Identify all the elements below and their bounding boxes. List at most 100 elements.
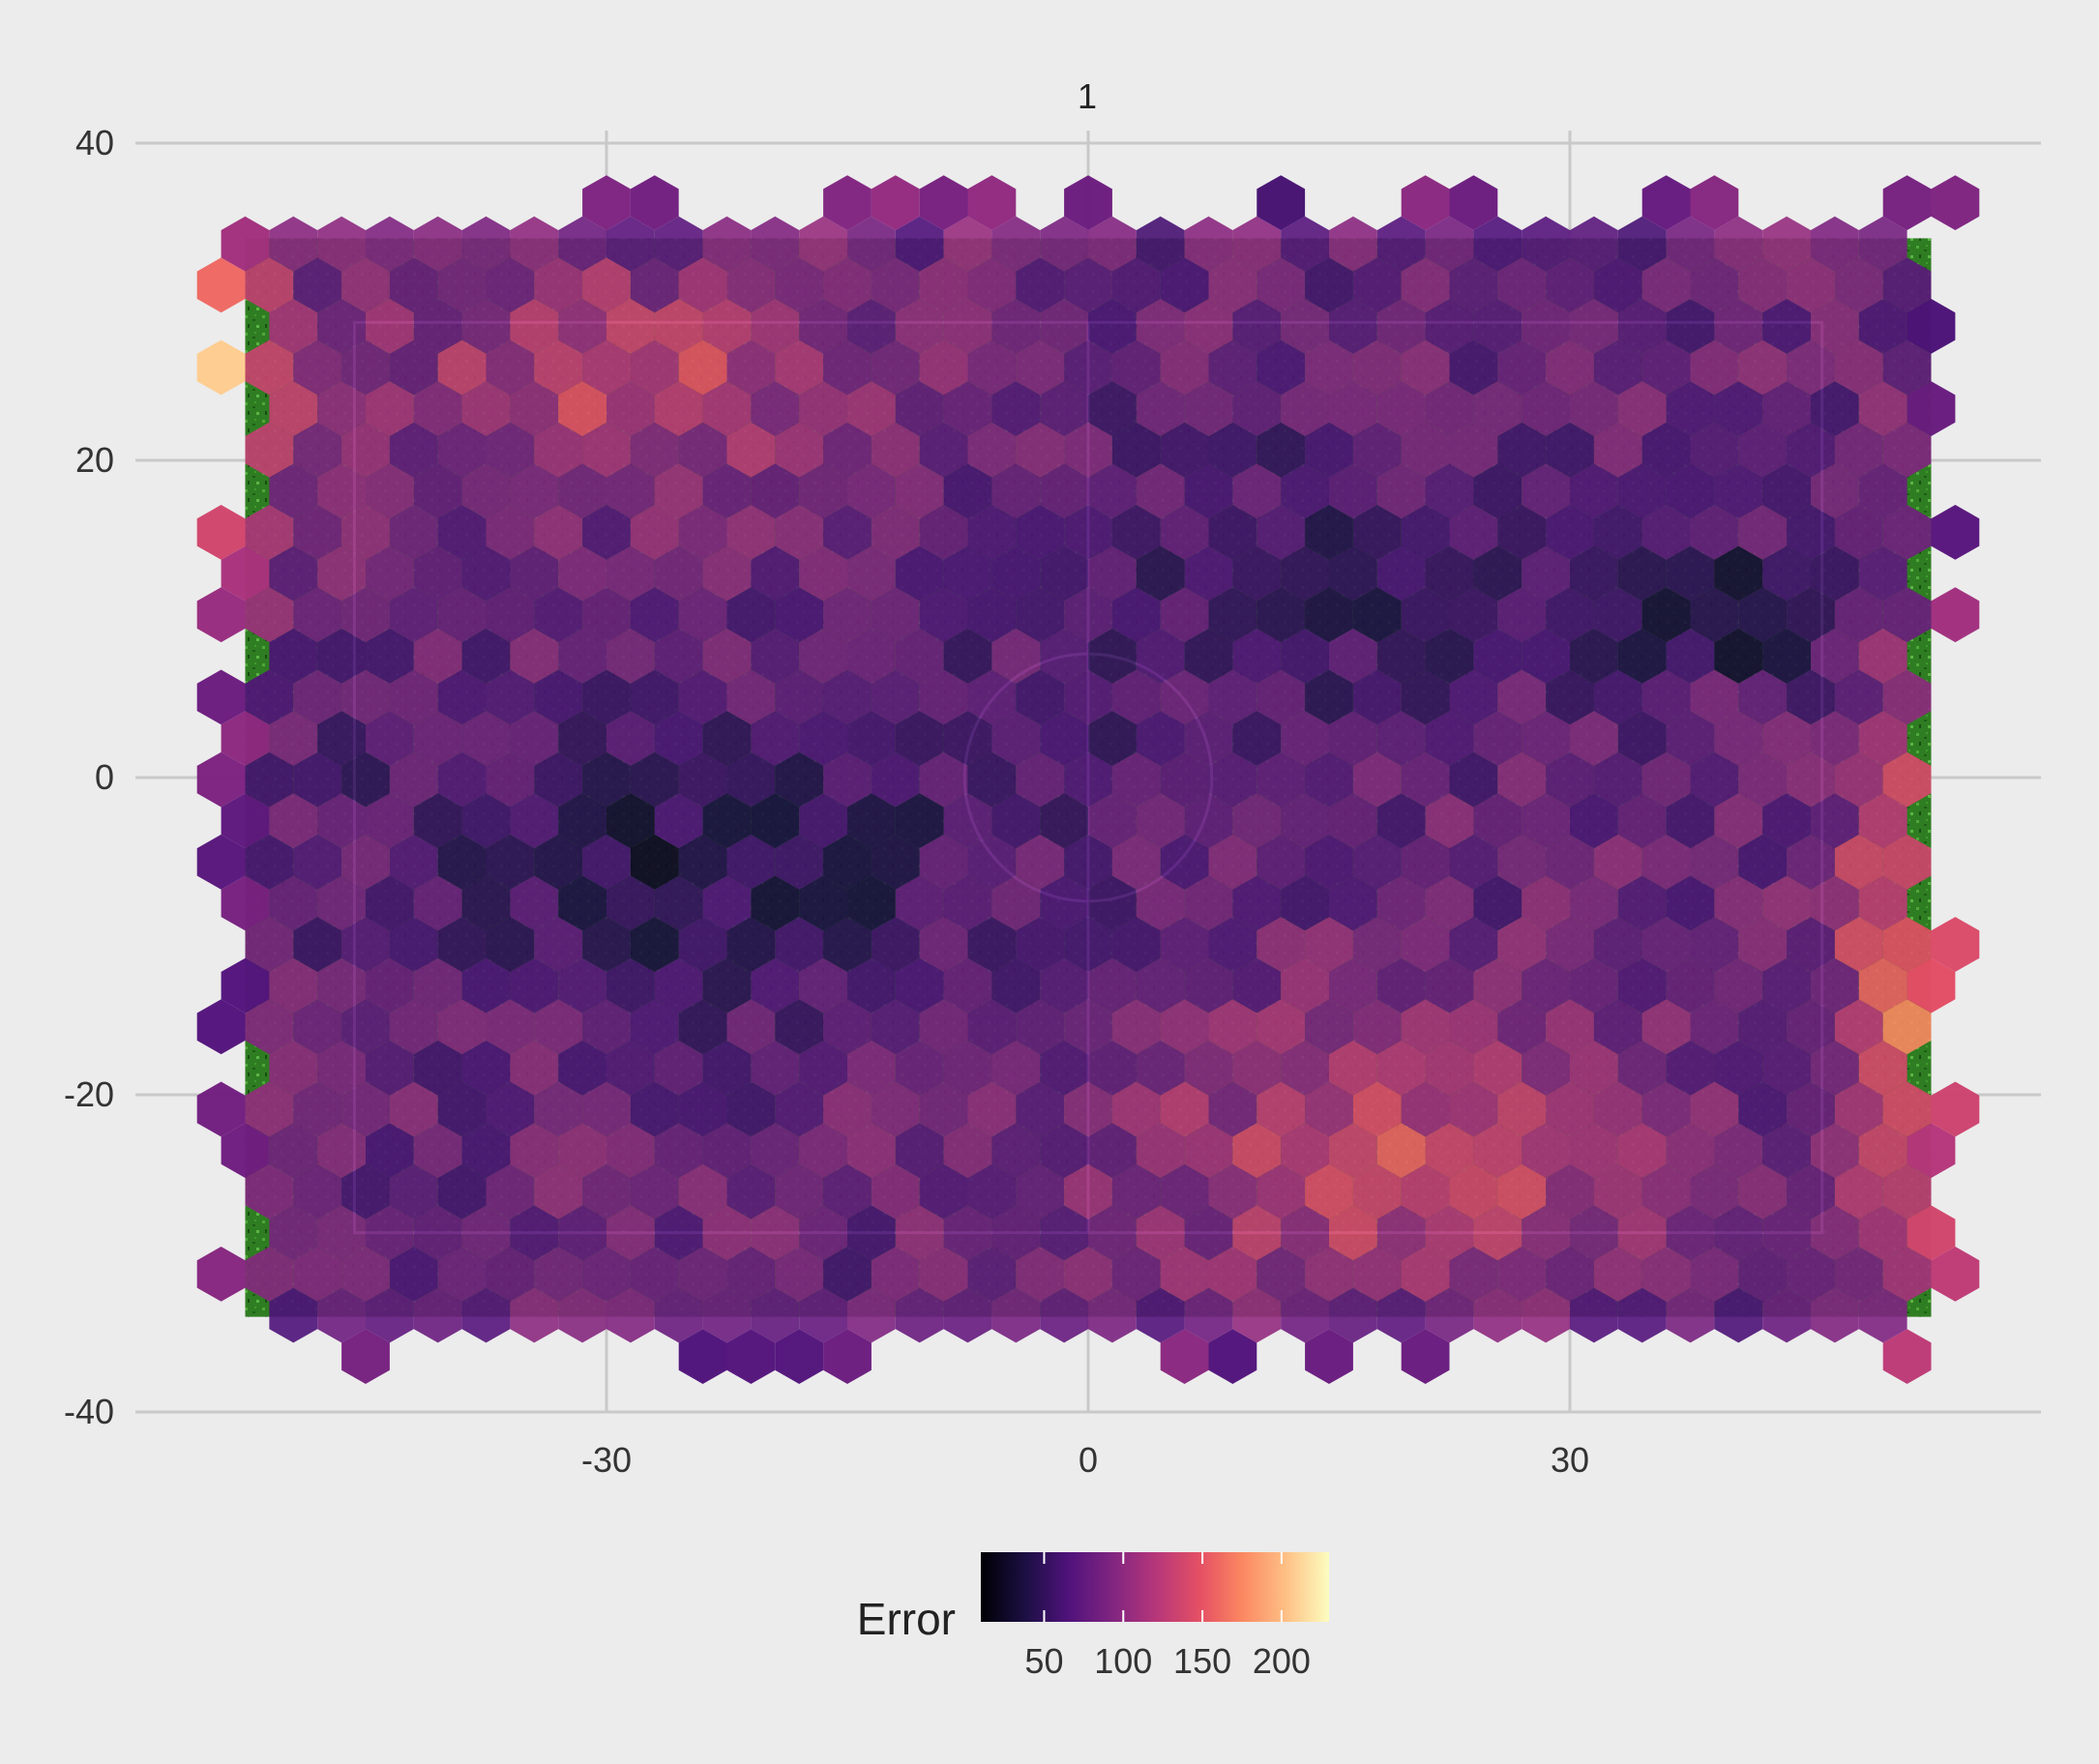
hex-bin: [895, 1123, 944, 1178]
hex-bin: [871, 1081, 920, 1137]
hex-bin: [341, 1081, 390, 1137]
hex-bin: [221, 957, 270, 1014]
hex-bin: [823, 422, 872, 478]
hex-bin: [1546, 422, 1594, 478]
hex-bin: [847, 216, 896, 272]
hex-bin: [582, 1247, 631, 1302]
hex-bin: [1787, 257, 1835, 313]
hex-bin: [1882, 669, 1932, 725]
hex-bin: [654, 1123, 703, 1178]
hex-bin: [871, 175, 920, 230]
hex-bin: [1497, 834, 1547, 890]
hex-bin: [1401, 1329, 1450, 1384]
hex-bin: [702, 216, 752, 272]
hex-bin: [726, 257, 776, 313]
hex-bin: [1714, 711, 1763, 766]
hex-bin: [1184, 299, 1233, 354]
hex-bin: [534, 999, 583, 1055]
hex-bin: [1931, 587, 1980, 643]
hex-bin: [1834, 1163, 1883, 1220]
hex-bin: [775, 422, 824, 478]
hex-bin: [823, 587, 872, 643]
hex-bin: [1714, 628, 1763, 684]
hex-bin: [1232, 711, 1282, 766]
hex-bin: [1425, 711, 1474, 766]
hex-bin: [1111, 422, 1161, 478]
hex-bin: [1208, 587, 1257, 643]
hex-bin: [1184, 711, 1233, 766]
hex-bin: [1088, 957, 1137, 1014]
hex-bin: [1208, 1247, 1257, 1302]
hex-bin: [919, 1081, 968, 1137]
hex-bin: [871, 1163, 920, 1220]
hex-bin: [702, 299, 752, 354]
hex-bin: [702, 793, 752, 849]
hex-bin: [1617, 628, 1667, 684]
hex-bin: [678, 1247, 727, 1302]
hex-bin: [1858, 299, 1907, 354]
hex-bin: [1376, 545, 1426, 602]
hex-bin: [1329, 1123, 1377, 1178]
hex-bin: [1305, 422, 1353, 478]
hex-bin: [991, 793, 1041, 849]
hex-bin: [389, 917, 438, 972]
hex-bin: [366, 545, 414, 602]
hex-bin: [341, 917, 390, 972]
hex-bin: [1376, 299, 1426, 354]
hex-bin: [678, 999, 727, 1055]
hex-bin: [1184, 1123, 1233, 1178]
hex-bin: [702, 957, 752, 1014]
hex-bin: [1473, 463, 1523, 519]
hex-bin: [293, 1163, 342, 1220]
hex-bin: [582, 1163, 631, 1220]
hex-bin: [1329, 545, 1377, 602]
hex-bin: [943, 299, 992, 354]
hex-bin: [895, 628, 944, 684]
hex-bin: [486, 339, 535, 396]
hex-bin: [1401, 917, 1450, 972]
hex-bin: [413, 381, 462, 436]
hex-bin: [413, 463, 462, 519]
hex-bin: [1931, 505, 1980, 560]
hex-bin: [1281, 711, 1329, 766]
hex-bin: [1401, 422, 1450, 478]
hex-bin: [293, 1247, 342, 1302]
legend-colorbar: [981, 1552, 1329, 1622]
hex-bin: [847, 381, 896, 436]
hex-bin: [196, 505, 246, 560]
hex-bin: [510, 299, 559, 354]
hex-bin: [486, 1081, 535, 1137]
hex-bin: [582, 175, 631, 230]
hex-bin: [919, 587, 968, 643]
hex-bin: [1281, 875, 1329, 931]
hex-bin: [558, 875, 606, 931]
hex-bin: [196, 587, 246, 643]
hex-bin: [1882, 339, 1932, 396]
hex-bin: [751, 216, 800, 272]
hex-bin: [1281, 957, 1329, 1014]
hex-bin: [1064, 751, 1112, 808]
hex-bin: [895, 875, 944, 931]
hex-bin: [1016, 257, 1065, 313]
hex-bin: [1522, 1287, 1570, 1343]
hex-bin: [726, 1247, 776, 1302]
hex-bin: [558, 1205, 606, 1261]
hex-bin: [1931, 917, 1980, 972]
hex-bin: [1738, 257, 1788, 313]
hex-bin: [245, 422, 294, 478]
hex-bin: [389, 669, 438, 725]
hex-bin: [991, 1287, 1041, 1343]
hex-bin: [510, 957, 559, 1014]
hex-bin: [1160, 1163, 1209, 1220]
hex-bin: [967, 834, 1017, 890]
hex-bin: [1305, 1247, 1353, 1302]
hex-bin: [1016, 834, 1065, 890]
hex-bin: [1473, 1040, 1523, 1096]
hex-bin: [1352, 257, 1402, 313]
hex-bin: [1787, 1081, 1835, 1137]
hex-bin: [269, 216, 318, 272]
hex-bin: [919, 422, 968, 478]
hex-bin: [389, 751, 438, 808]
hex-bin: [1329, 1205, 1377, 1261]
hex-bin: [413, 1287, 462, 1343]
